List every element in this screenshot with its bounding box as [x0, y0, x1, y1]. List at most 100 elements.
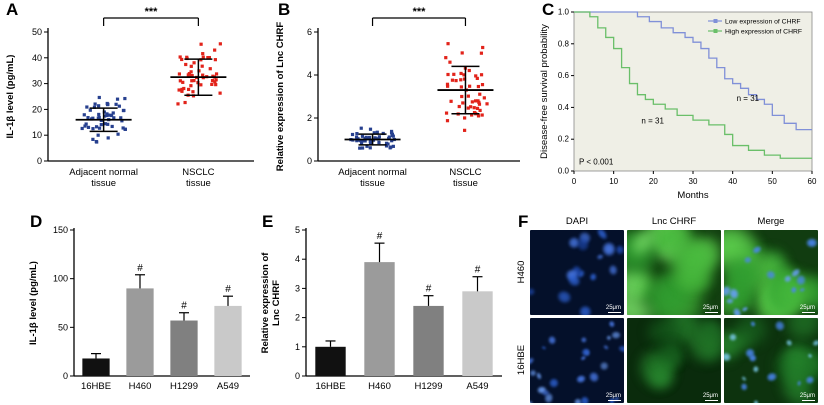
svg-text:40: 40	[728, 177, 737, 186]
svg-text:0.0: 0.0	[558, 167, 570, 176]
svg-text:H1299: H1299	[170, 381, 198, 392]
cell-blob	[530, 399, 534, 403]
cell-blob	[530, 287, 536, 297]
panel-c-survival-chart: 0 10 20 30 40 50 60 0.0 0.2 0.4 0.6 0.8 1.0 Months Dis…	[539, 8, 817, 202]
cell-blob	[547, 376, 561, 390]
svg-text:0: 0	[307, 156, 312, 166]
cell-blob	[615, 244, 624, 257]
scale-bar: 25μm	[606, 393, 621, 401]
panel-d-bar-chart: 0 50 100 150 IL-1β level (pg/mL) 16HBE # H460 # H…	[28, 225, 250, 392]
svg-text:5: 5	[295, 225, 300, 235]
scale-bar: 25μm	[703, 305, 718, 313]
svg-text:30: 30	[689, 177, 698, 186]
scale-bar-label: 25μm	[702, 305, 718, 311]
cell-blob	[588, 272, 598, 283]
svg-text:20: 20	[32, 104, 42, 114]
svg-text:10: 10	[609, 177, 618, 186]
svg-text:#: #	[475, 265, 481, 276]
svg-text:4: 4	[307, 70, 312, 80]
svg-text:0.4: 0.4	[558, 103, 570, 112]
column-header-lnc-chrf: Lnc CHRF	[651, 216, 697, 227]
svg-text:4: 4	[295, 254, 300, 264]
svg-text:Disease-free survival probabil: Disease-free survival probability	[539, 24, 550, 159]
panel-d-label: D	[30, 212, 43, 231]
svg-text:60: 60	[808, 177, 817, 186]
panel-a-scatter-chart: 0 10 20 30 40 50 IL-1β level (pg/mL) Adjacent n…	[5, 6, 254, 189]
svg-text:***: ***	[413, 6, 427, 18]
svg-text:50: 50	[58, 322, 68, 332]
svg-text:0: 0	[37, 156, 42, 166]
svg-text:tissue: tissue	[91, 178, 116, 189]
cell-blob	[595, 253, 605, 262]
svg-text:0.6: 0.6	[558, 71, 570, 80]
svg-text:H460: H460	[368, 381, 391, 392]
svg-text:50: 50	[768, 177, 777, 186]
cell-blob	[530, 355, 536, 367]
svg-text:150: 150	[53, 225, 68, 235]
svg-text:#: #	[137, 263, 143, 274]
svg-text:n = 31: n = 31	[737, 94, 760, 103]
svg-text:30: 30	[32, 79, 42, 89]
cell-blob	[740, 375, 748, 383]
svg-text:0.8: 0.8	[558, 39, 570, 48]
svg-text:1: 1	[295, 342, 300, 352]
cell-blob	[576, 235, 590, 252]
micro-tile-h460-lnc-chrf: 25μm	[627, 230, 721, 315]
svg-text:High expression of CHRF: High expression of CHRF	[725, 29, 802, 36]
panel-c-label: C	[542, 0, 555, 19]
svg-text:0: 0	[295, 371, 300, 381]
svg-text:0: 0	[572, 177, 577, 186]
svg-text:A549: A549	[217, 381, 239, 392]
column-header-merge: Merge	[757, 216, 785, 227]
panel-a-label: A	[6, 0, 19, 19]
svg-text:6: 6	[307, 27, 312, 37]
cell-blob	[601, 240, 618, 258]
svg-text:tissue: tissue	[360, 178, 385, 189]
svg-text:Lnc CHRF: Lnc CHRF	[271, 280, 282, 326]
panel-e-label: E	[262, 212, 274, 231]
cell-blob	[554, 287, 575, 306]
cell-blob	[546, 334, 558, 346]
scale-bar-label: 25μm	[702, 393, 718, 399]
svg-text:1.0: 1.0	[558, 8, 570, 17]
scale-bar-label: 25μm	[799, 393, 815, 399]
scale-bar: 25μm	[703, 393, 718, 401]
svg-text:Adjacent normal: Adjacent normal	[338, 167, 407, 178]
svg-text:0: 0	[63, 371, 68, 381]
cell-blob	[607, 319, 616, 329]
scale-bar: 25μm	[800, 305, 815, 313]
column-header-dapi: DAPI	[565, 216, 589, 227]
svg-text:20: 20	[649, 177, 658, 186]
svg-text:40: 40	[32, 53, 42, 63]
svg-text:Relative expression of: Relative expression of	[260, 252, 271, 354]
cell-blob	[580, 395, 591, 403]
micro-tile-h460-dapi: 25μm	[530, 230, 624, 315]
microscopy-grid: 25μm 25μm 25μm 25μm 25μm 25μm	[530, 230, 818, 403]
scale-bar-label: 25μm	[605, 305, 621, 311]
svg-text:#: #	[225, 284, 231, 295]
panel-f-microscopy: DAPI Lnc CHRF Merge H460 16HBE 25μm 25μm 2…	[514, 216, 824, 405]
cell-blob	[580, 336, 588, 345]
row-label-16hbe: 16HBE	[516, 344, 527, 376]
svg-text:NSCLC: NSCLC	[182, 167, 214, 178]
svg-text:0.2: 0.2	[558, 135, 570, 144]
svg-text:tissue: tissue	[186, 178, 211, 189]
cell-blob	[577, 304, 593, 315]
svg-text:#: #	[181, 301, 187, 312]
svg-text:2: 2	[295, 313, 300, 323]
svg-text:H1299: H1299	[415, 381, 443, 392]
cell-blob	[607, 264, 619, 277]
svg-text:tissue: tissue	[453, 178, 478, 189]
svg-text:#: #	[377, 231, 383, 242]
scale-bar-label: 25μm	[799, 305, 815, 311]
cell-blob	[530, 369, 537, 377]
cell-blob	[752, 365, 760, 373]
panel-b-scatter-chart: 0 2 4 6 Relative expression of Lnc CHRF Adjac…	[275, 6, 520, 189]
panel-f-label: F	[518, 212, 529, 231]
svg-text:***: ***	[145, 6, 159, 18]
svg-text:3: 3	[295, 283, 300, 293]
svg-text:50: 50	[32, 27, 42, 37]
svg-text:Low expression of CHRF: Low expression of CHRF	[725, 19, 801, 26]
cell-blob	[610, 330, 622, 340]
